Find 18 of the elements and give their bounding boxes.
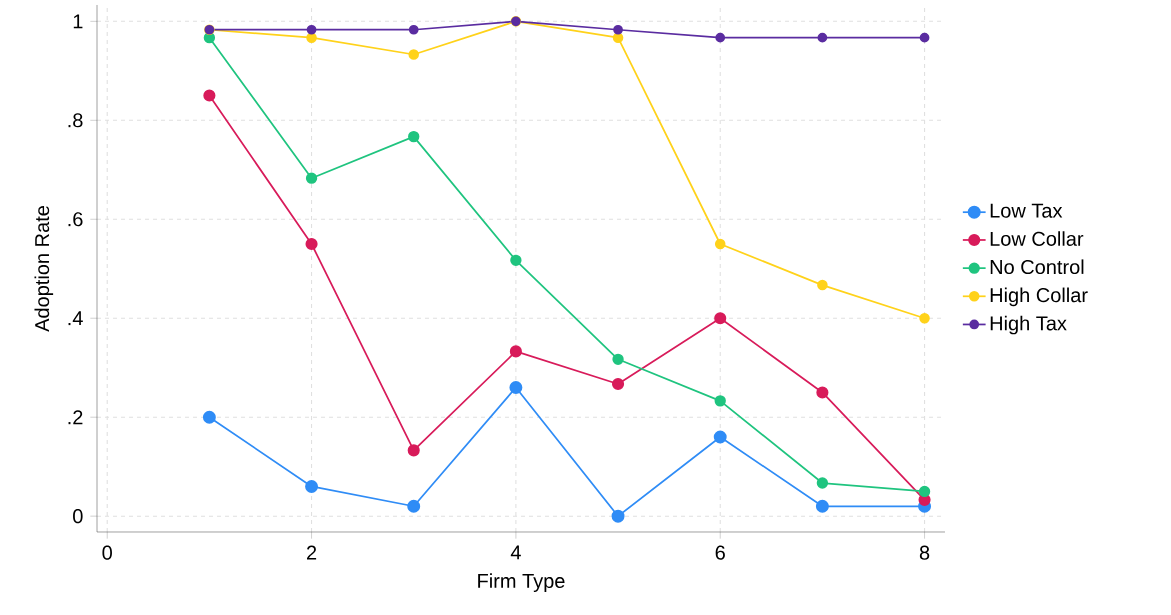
legend-label: Low Collar [990, 231, 1084, 246]
legend-label: No Control [990, 259, 1084, 275]
y-tick-label: .4 [68, 311, 83, 326]
x-tick-label: 4 [510, 545, 521, 560]
x-axis-title: Firm Type [478, 573, 565, 592]
x-tick-label: 2 [307, 545, 317, 560]
legend-label: High Collar [990, 287, 1088, 307]
legend-label: High Tax [990, 315, 1067, 335]
y-tick-label: 1 [73, 14, 83, 29]
y-tick-label: .8 [68, 113, 83, 128]
x-tick-label: 8 [919, 545, 930, 560]
legend-label: Low Tax [990, 203, 1063, 218]
y-tick-label: .6 [68, 212, 83, 227]
y-tick-label: 0 [73, 509, 83, 524]
x-tick-label: 0 [102, 545, 112, 560]
y-axis-title: Adoption Rate [34, 206, 54, 332]
y-tick-label: .2 [68, 410, 83, 425]
x-tick-label: 6 [715, 545, 725, 560]
